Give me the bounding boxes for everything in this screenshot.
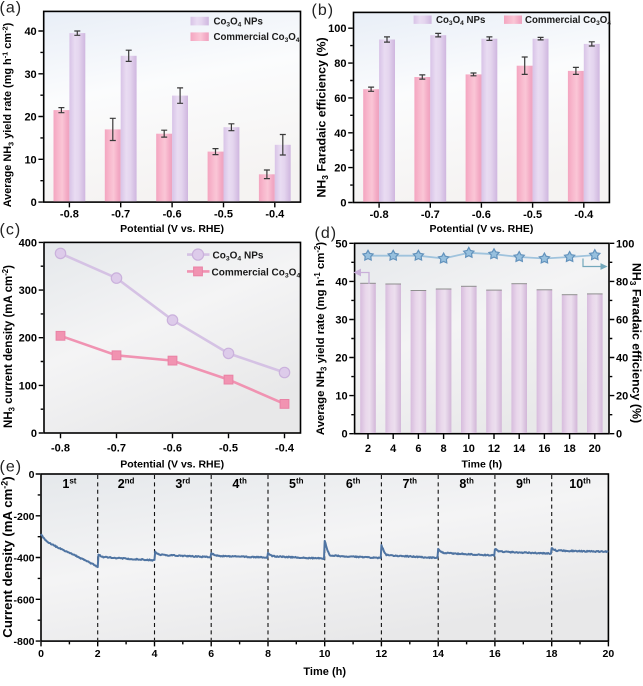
- svg-text:14: 14: [432, 648, 444, 660]
- svg-text:-0.8: -0.8: [370, 209, 389, 221]
- svg-text:(c): (c): [0, 222, 21, 239]
- svg-text:-0.6: -0.6: [163, 209, 182, 221]
- svg-text:Co3O4 NPs: Co3O4 NPs: [214, 16, 263, 28]
- svg-text:NH3 Faradaic efficiency (%): NH3 Faradaic efficiency (%): [628, 263, 643, 423]
- svg-text:Commercial Co3O4: Commercial Co3O4: [212, 267, 301, 279]
- svg-text:-600: -600: [13, 594, 34, 606]
- svg-text:20: 20: [589, 443, 601, 455]
- svg-text:-0.5: -0.5: [219, 443, 238, 455]
- svg-text:8: 8: [441, 443, 447, 455]
- svg-text:-200: -200: [13, 511, 34, 523]
- svg-text:-0.5: -0.5: [214, 209, 233, 221]
- svg-text:-0.7: -0.7: [421, 209, 440, 221]
- svg-text:Average NH3 yield rate (mg h-1: Average NH3 yield rate (mg h-1 cm-2): [0, 22, 15, 207]
- svg-text:20: 20: [334, 163, 346, 175]
- svg-text:Potential (V vs. RHE): Potential (V vs. RHE): [429, 223, 533, 235]
- svg-text:0: 0: [38, 648, 44, 660]
- svg-text:-0.4: -0.4: [574, 209, 594, 221]
- svg-text:-0.8: -0.8: [60, 209, 79, 221]
- svg-text:-0.8: -0.8: [51, 443, 70, 455]
- svg-text:100: 100: [616, 238, 634, 250]
- svg-text:30: 30: [24, 69, 36, 81]
- svg-text:200: 200: [19, 333, 37, 345]
- svg-text:(b): (b): [312, 2, 335, 19]
- svg-text:-800: -800: [13, 636, 34, 648]
- svg-text:Commercial Co3O4: Commercial Co3O4: [525, 15, 611, 27]
- svg-text:20: 20: [603, 648, 615, 660]
- svg-text:18: 18: [563, 443, 575, 455]
- svg-text:Commercial Co3O4: Commercial Co3O4: [214, 32, 300, 44]
- svg-text:300: 300: [19, 285, 37, 297]
- svg-text:Co3O4 NPs: Co3O4 NPs: [213, 251, 264, 263]
- svg-text:40: 40: [335, 276, 347, 288]
- svg-text:0: 0: [31, 428, 37, 440]
- svg-text:40: 40: [24, 26, 36, 38]
- svg-text:2: 2: [365, 443, 371, 455]
- svg-text:(a): (a): [0, 0, 22, 17]
- svg-text:10: 10: [463, 443, 475, 455]
- svg-text:Current density (mA cm-2): Current density (mA cm-2): [0, 476, 15, 637]
- svg-text:10: 10: [319, 648, 331, 660]
- svg-text:20: 20: [616, 391, 628, 403]
- svg-text:4: 4: [152, 648, 158, 660]
- svg-text:0: 0: [340, 198, 346, 210]
- svg-text:NH3 current density (mA cm-2): NH3 current density (mA cm-2): [1, 265, 16, 428]
- svg-text:20: 20: [24, 112, 36, 124]
- svg-text:18: 18: [546, 648, 558, 660]
- svg-text:10: 10: [335, 391, 347, 403]
- svg-text:-0.4: -0.4: [265, 209, 285, 221]
- svg-text:16: 16: [538, 443, 550, 455]
- svg-text:6: 6: [208, 648, 214, 660]
- svg-text:40: 40: [616, 353, 628, 365]
- svg-text:50: 50: [335, 238, 347, 250]
- svg-text:2: 2: [95, 648, 101, 660]
- svg-text:100: 100: [328, 23, 346, 35]
- svg-text:80: 80: [616, 276, 628, 288]
- svg-text:-0.6: -0.6: [163, 443, 182, 455]
- svg-text:Potential (V vs. RHE): Potential (V vs. RHE): [120, 459, 224, 471]
- svg-text:Time (h): Time (h): [303, 666, 346, 678]
- svg-text:0: 0: [29, 469, 35, 481]
- svg-text:6: 6: [415, 443, 421, 455]
- svg-text:-0.6: -0.6: [472, 209, 491, 221]
- svg-text:100: 100: [19, 380, 37, 392]
- svg-text:(d): (d): [315, 225, 338, 242]
- svg-text:40: 40: [334, 128, 346, 140]
- svg-text:Average NH3 yield rate (mg h-1: Average NH3 yield rate (mg h-1 cm-2): [313, 242, 328, 435]
- svg-text:Potential (V vs. RHE): Potential (V vs. RHE): [120, 223, 224, 235]
- svg-text:30: 30: [335, 315, 347, 327]
- svg-text:60: 60: [616, 315, 628, 327]
- svg-text:Time (h): Time (h): [461, 459, 502, 471]
- svg-text:80: 80: [334, 58, 346, 70]
- svg-text:20: 20: [335, 353, 347, 365]
- svg-text:4: 4: [390, 443, 397, 455]
- svg-text:12: 12: [376, 648, 388, 660]
- svg-text:(e): (e): [0, 459, 22, 476]
- svg-text:10: 10: [24, 154, 36, 166]
- svg-text:Co3O4 NPs: Co3O4 NPs: [436, 15, 485, 27]
- svg-text:-0.4: -0.4: [275, 443, 295, 455]
- svg-text:0: 0: [31, 197, 37, 209]
- svg-text:NH3 Faradaic efficiency (%): NH3 Faradaic efficiency (%): [315, 37, 331, 197]
- svg-text:12: 12: [488, 443, 500, 455]
- svg-text:14: 14: [513, 443, 526, 455]
- svg-text:-400: -400: [13, 553, 34, 565]
- svg-text:-0.7: -0.7: [107, 443, 126, 455]
- svg-text:400: 400: [19, 237, 37, 249]
- svg-text:-0.5: -0.5: [523, 209, 542, 221]
- svg-text:0: 0: [616, 429, 622, 441]
- svg-text:0: 0: [341, 429, 347, 441]
- svg-text:8: 8: [265, 648, 271, 660]
- svg-text:16: 16: [489, 648, 501, 660]
- svg-text:-0.7: -0.7: [111, 209, 130, 221]
- svg-text:60: 60: [334, 93, 346, 105]
